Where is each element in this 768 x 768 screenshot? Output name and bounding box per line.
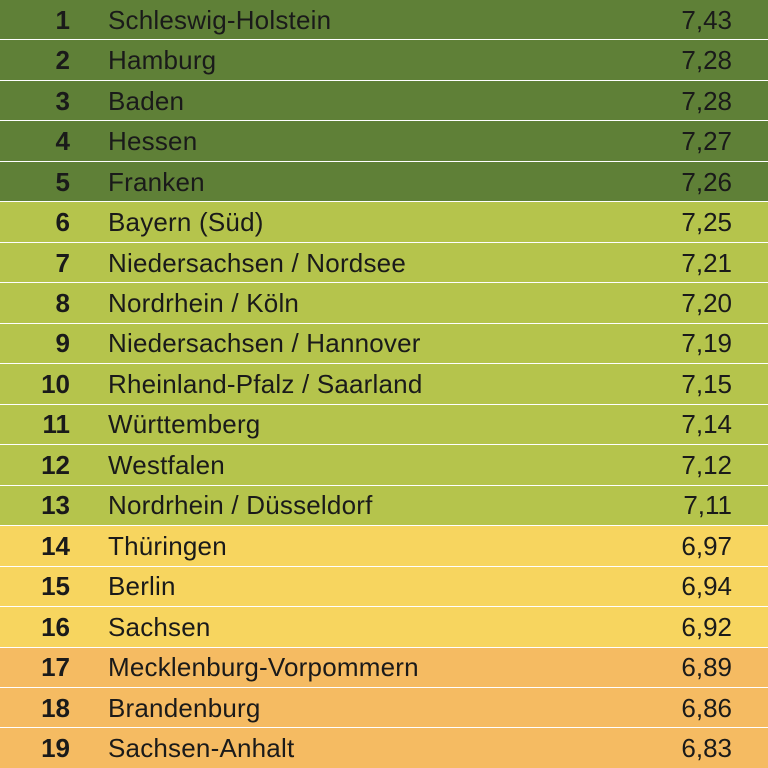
- rank-number: 19: [41, 733, 70, 764]
- table-row: 16 Sachsen 6,92: [0, 607, 768, 648]
- score-value: 7,11: [683, 490, 732, 521]
- region-name: Niedersachsen / Hannover: [108, 328, 421, 359]
- region-name: Westfalen: [108, 449, 225, 480]
- rank-number: 1: [55, 4, 70, 35]
- rank-number: 2: [55, 45, 70, 76]
- rank-number: 4: [55, 126, 70, 157]
- table-row: 12 Westfalen 7,12: [0, 445, 768, 486]
- score-value: 7,26: [681, 166, 732, 197]
- score-value: 6,94: [681, 571, 732, 602]
- score-value: 6,83: [681, 733, 732, 764]
- table-row: 13 Nordrhein / Düsseldorf 7,11: [0, 485, 768, 527]
- region-name: Brandenburg: [108, 692, 261, 723]
- table-row: 2 Hamburg 7,28: [0, 40, 768, 81]
- rank-number: 16: [41, 611, 70, 642]
- table-row: 17 Mecklenburg-Vorpommern 6,89: [0, 647, 768, 688]
- score-value: 7,20: [681, 288, 732, 319]
- table-row: 11 Württemberg 7,14: [0, 404, 768, 446]
- score-value: 6,97: [681, 530, 732, 561]
- rank-number: 9: [55, 328, 70, 359]
- table-row: 9 Niedersachsen / Hannover 7,19: [0, 323, 768, 365]
- region-name: Hessen: [108, 126, 198, 157]
- table-row: 19 Sachsen-Anhalt 6,83: [0, 728, 768, 768]
- rank-number: 3: [55, 85, 70, 116]
- rank-number: 17: [41, 652, 70, 683]
- region-name: Sachsen: [108, 611, 211, 642]
- score-value: 7,27: [681, 126, 732, 157]
- score-value: 7,15: [681, 368, 732, 399]
- score-value: 7,43: [681, 4, 732, 35]
- rank-number: 6: [55, 207, 70, 238]
- table-row: 1 Schleswig-Holstein 7,43: [0, 0, 768, 41]
- region-name: Berlin: [108, 571, 176, 602]
- table-row: 5 Franken 7,26: [0, 161, 768, 203]
- region-name: Franken: [108, 166, 205, 197]
- score-value: 7,14: [681, 409, 732, 440]
- table-row: 14 Thüringen 6,97: [0, 526, 768, 567]
- rank-number: 15: [41, 571, 70, 602]
- table-row: 10 Rheinland-Pfalz / Saarland 7,15: [0, 364, 768, 405]
- table-row: 18 Brandenburg 6,86: [0, 687, 768, 729]
- table-row: 8 Nordrhein / Köln 7,20: [0, 283, 768, 324]
- rank-number: 5: [55, 166, 70, 197]
- region-name: Württemberg: [108, 409, 261, 440]
- region-name: Baden: [108, 85, 185, 116]
- table-row: 3 Baden 7,28: [0, 80, 768, 122]
- region-name: Nordrhein / Köln: [108, 288, 300, 319]
- region-name: Schleswig-Holstein: [108, 4, 332, 35]
- score-value: 7,12: [681, 449, 732, 480]
- table-row: 4 Hessen 7,27: [0, 121, 768, 162]
- score-value: 7,25: [681, 207, 732, 238]
- rank-number: 7: [55, 247, 70, 278]
- score-value: 7,28: [681, 45, 732, 76]
- rank-number: 18: [41, 692, 70, 723]
- score-value: 6,92: [681, 611, 732, 642]
- region-name: Mecklenburg-Vorpommern: [108, 652, 419, 683]
- rank-number: 12: [41, 449, 70, 480]
- score-value: 7,21: [681, 247, 732, 278]
- rank-number: 13: [41, 490, 70, 521]
- table-row: 7 Niedersachsen / Nordsee 7,21: [0, 242, 768, 284]
- score-value: 6,89: [681, 652, 732, 683]
- table-row: 15 Berlin 6,94: [0, 566, 768, 608]
- score-value: 7,19: [681, 328, 732, 359]
- rank-number: 14: [41, 530, 70, 561]
- region-name: Hamburg: [108, 45, 217, 76]
- score-value: 6,86: [681, 692, 732, 723]
- region-name: Sachsen-Anhalt: [108, 733, 295, 764]
- region-name: Thüringen: [108, 530, 227, 561]
- region-name: Bayern (Süd): [108, 207, 264, 238]
- region-name: Rheinland-Pfalz / Saarland: [108, 368, 423, 399]
- region-name: Nordrhein / Düsseldorf: [108, 490, 373, 521]
- score-value: 7,28: [681, 85, 732, 116]
- rank-number: 8: [55, 288, 70, 319]
- rank-number: 10: [41, 368, 70, 399]
- rank-number: 11: [42, 409, 71, 440]
- table-row: 6 Bayern (Süd) 7,25: [0, 202, 768, 243]
- region-name: Niedersachsen / Nordsee: [108, 247, 406, 278]
